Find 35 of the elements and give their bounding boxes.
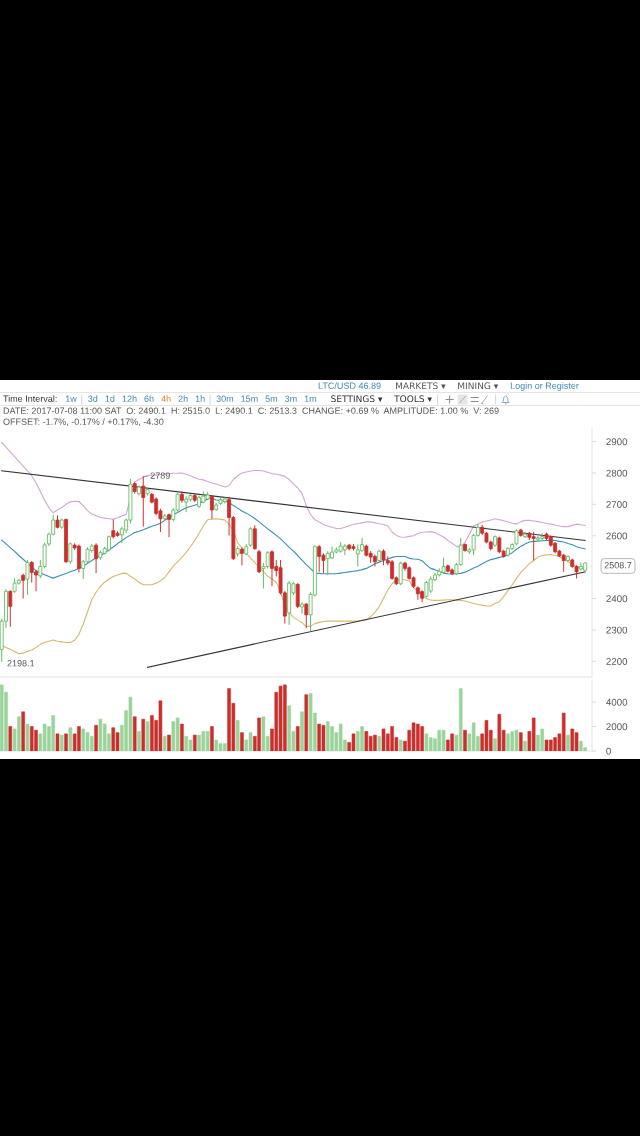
text: 1w (65, 395, 77, 402)
y-tick-label: 2300 (606, 626, 628, 634)
text: DATE: 2017-07-08 11:00 SAT O: 2490.1 H: 2515.0 L: 2490.1 C: 2513.3 CHANGE: +0.69 % AMPLITUDE: 1.00 % V: 269 (3, 407, 499, 414)
text: 1m (304, 395, 317, 402)
annotation: 2789 (150, 472, 170, 479)
text: 4h (161, 395, 171, 402)
text: 3d (88, 395, 98, 402)
text: 2h (178, 395, 188, 402)
text: 3m (284, 395, 297, 402)
text: 12h (122, 395, 137, 402)
text: TOOLS ▾ (394, 395, 432, 403)
text: OFFSET: -1.7%, -0.17% / +0.17%, -4.30 (3, 418, 164, 426)
text: 2508.7 (604, 562, 632, 569)
text: Time Interval: (3, 395, 57, 402)
y-tick-label: 2800 (606, 469, 628, 477)
y-tick-label: 0 (606, 747, 611, 755)
annotation: 2198.1 (7, 660, 35, 667)
y-tick-label: 2400 (606, 595, 628, 603)
text: 30m (216, 395, 234, 402)
text: MINING ▾ (458, 382, 499, 390)
y-tick-label: 2900 (606, 438, 628, 446)
text: 5m (265, 395, 278, 402)
text: LTC/USD 46.89 (318, 382, 381, 389)
y-tick-label: 2200 (606, 658, 628, 665)
y-tick-label: 2000 (606, 723, 628, 731)
y-tick-label: 4000 (606, 698, 628, 706)
text: 1d (105, 395, 115, 402)
y-tick-label: 2600 (606, 532, 628, 540)
text: SETTINGS ▾ (331, 395, 383, 403)
text: Login or Register (510, 382, 579, 391)
text: MARKETS ▾ (396, 382, 446, 390)
text: 15m (241, 395, 258, 402)
text: 1h (195, 395, 205, 402)
text: 6h (144, 395, 154, 402)
y-tick-label: 2700 (606, 501, 628, 508)
